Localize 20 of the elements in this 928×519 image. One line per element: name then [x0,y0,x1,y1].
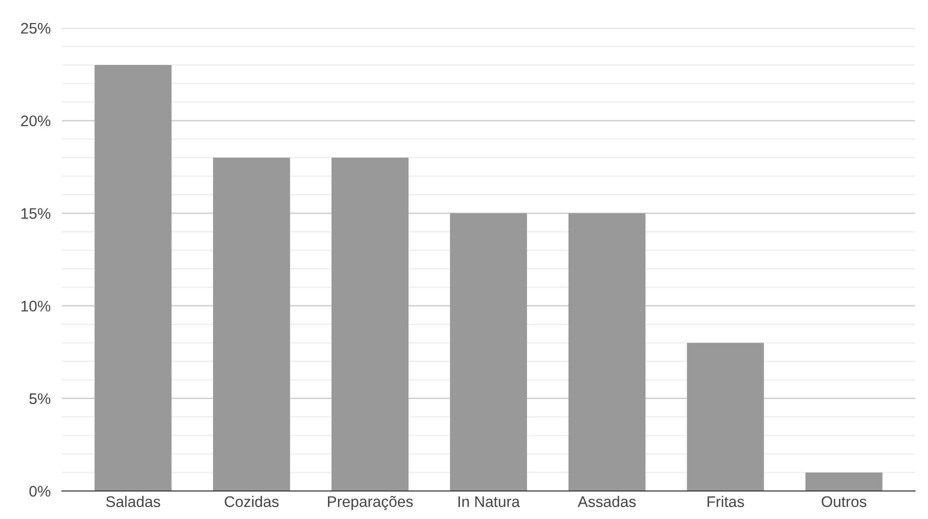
x-tick-label: Assadas [578,496,636,508]
y-tick-label: 20% [21,115,50,126]
x-tick-label: Outros [822,496,866,508]
y-tick-label: 10% [21,300,50,312]
bar [568,213,646,491]
x-tick-label: Cozidas [224,496,279,508]
x-tick-label: Saladas [106,496,160,508]
bar [213,158,290,491]
x-tick-label: In Natura [458,496,520,508]
y-tick-label: 5% [29,393,50,404]
bar [332,158,409,491]
bar [805,472,882,491]
y-tick-label: 0% [29,486,50,497]
bar [94,65,172,491]
y-tick-label: 15% [21,208,50,219]
bar [686,342,764,491]
bar [450,213,528,491]
y-tick-label: 25% [21,22,50,34]
x-tick-label: Preparações [328,496,413,510]
x-tick-label: Fritas [708,496,744,508]
